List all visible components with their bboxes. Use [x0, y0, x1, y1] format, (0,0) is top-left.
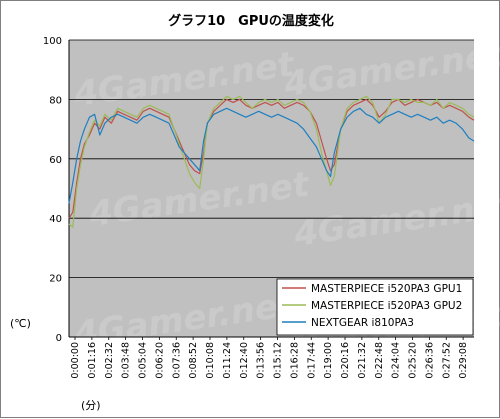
x-tick-label: 0:24:04 — [391, 342, 402, 379]
x-tick-label: 0:08:52 — [188, 342, 199, 379]
x-tick-label: 0:00:00 — [70, 342, 81, 379]
y-tick-label: 80 — [49, 95, 62, 106]
y-tick-label: 60 — [49, 155, 62, 166]
legend-entry: MASTERPIECE i520PA3 GPU1 — [311, 283, 462, 295]
x-tick-label: 0:22:48 — [374, 342, 385, 379]
x-tick-label: 0:07:36 — [171, 342, 182, 379]
series-line-1 — [68, 98, 475, 219]
x-tick-label: 0:27:52 — [441, 342, 452, 379]
y-axis-ticks: 0 20 40 60 80 100 — [43, 36, 62, 344]
y-tick-label: 100 — [43, 36, 62, 47]
legend-entry: MASTERPIECE i520PA3 GPU2 — [311, 300, 462, 312]
x-tick-label: 0:10:08 — [205, 342, 216, 379]
x-tick-label: 0:20:16 — [340, 342, 351, 379]
gridlines — [68, 39, 474, 338]
y-axis-label: (℃) — [10, 317, 31, 330]
y-tick-label: 20 — [49, 274, 62, 285]
x-tick-label: 0:29:08 — [458, 342, 469, 379]
x-axis-label: (分) — [81, 399, 101, 412]
x-tick-label: 0:13:56 — [256, 342, 267, 379]
x-tick-label: 0:12:40 — [239, 342, 250, 379]
x-axis-ticks: 0:00:00 0:01:16 0:02:32 0:03:48 0:05:04 0:06:… — [70, 337, 469, 379]
x-tick-label: 0:17:44 — [306, 342, 317, 379]
x-tick-label: 0:03:48 — [121, 342, 132, 379]
x-tick-label: 0:16:28 — [289, 342, 300, 379]
x-tick-label: 0:05:04 — [138, 342, 149, 379]
legend: MASTERPIECE i520PA3 GPU1 MASTERPIECE i520… — [276, 278, 474, 336]
x-tick-label: 0:15:12 — [273, 342, 284, 379]
x-tick-label: 0:21:32 — [357, 342, 368, 379]
y-tick-label: 0 — [56, 333, 62, 344]
legend-entry: NEXTGEAR i810PA3 — [311, 317, 414, 329]
x-tick-label: 0:02:32 — [104, 342, 115, 379]
x-tick-label: 0:26:36 — [424, 342, 435, 379]
series-line-2 — [68, 95, 475, 228]
y-tick-label: 40 — [49, 214, 62, 225]
series-line-3 — [68, 107, 475, 204]
series-lines — [68, 95, 475, 228]
x-tick-label: 0:11:24 — [222, 342, 233, 379]
x-tick-label: 0:19:00 — [323, 342, 334, 379]
x-tick-label: 0:01:16 — [87, 342, 98, 379]
x-tick-label: 0:25:20 — [408, 342, 419, 379]
chart-title: グラフ10 GPUの温度変化 — [168, 13, 334, 29]
legend-box — [276, 278, 474, 336]
x-tick-label: 0:06:20 — [154, 342, 165, 379]
